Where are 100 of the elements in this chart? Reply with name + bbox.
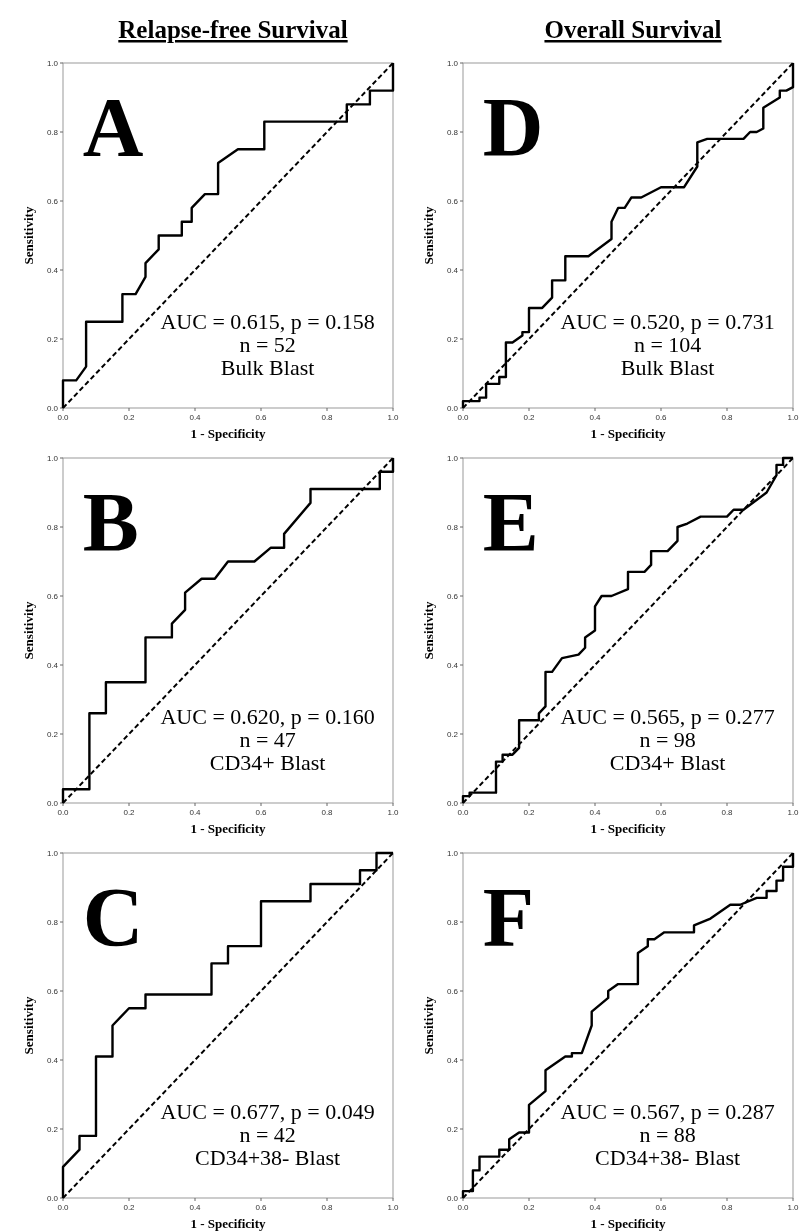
annotation: AUC = 0.567, p = 0.287 [560, 1098, 775, 1124]
chart-title: Relapse-free Survival [118, 16, 348, 43]
x-tick-label: 0.0 [457, 808, 470, 817]
y-tick-label: 0.6 [446, 592, 459, 601]
annotation: Bulk Blast [220, 354, 315, 380]
y-tick-label: 0.6 [446, 197, 459, 206]
y-tick-label: 0.6 [46, 987, 59, 996]
annotation: C [82, 871, 144, 965]
y-tick-label: 0.2 [446, 1125, 459, 1134]
y-axis-title: Sensitivity [421, 996, 436, 1055]
x-tick-label: 0.4 [589, 808, 602, 817]
annotation: F [482, 871, 535, 965]
x-axis-title: 1 - Specificity [190, 1216, 267, 1231]
x-tick-label: 0.4 [189, 1203, 202, 1212]
x-tick-label: 0.2 [523, 808, 536, 817]
x-tick-label: 1.0 [787, 413, 800, 422]
x-tick-label: 1.0 [387, 413, 400, 422]
y-tick-label: 0.2 [46, 335, 59, 344]
annotation: AUC = 0.565, p = 0.277 [560, 703, 775, 729]
x-axis-title: 1 - Specificity [590, 821, 667, 836]
x-axis-title: 1 - Specificity [190, 426, 267, 441]
x-tick-label: 0.8 [721, 413, 734, 422]
y-tick-label: 0.8 [46, 128, 59, 137]
x-tick-label: 0.2 [123, 808, 136, 817]
y-tick-label: 0.8 [46, 523, 59, 532]
x-tick-label: 1.0 [387, 1203, 400, 1212]
y-tick-label: 1.0 [46, 454, 59, 463]
y-tick-label: 0.4 [46, 1056, 59, 1065]
x-tick-label: 0.8 [321, 808, 334, 817]
x-tick-label: 0.8 [321, 413, 334, 422]
y-tick-label: 0.0 [46, 404, 59, 413]
x-axis-title: 1 - Specificity [190, 821, 267, 836]
y-tick-label: 0.4 [446, 266, 459, 275]
x-tick-label: 0.4 [589, 413, 602, 422]
x-tick-label: 0.0 [457, 1203, 470, 1212]
y-tick-label: 0.2 [446, 730, 459, 739]
x-tick-label: 0.0 [57, 1203, 70, 1212]
y-tick-label: 1.0 [446, 849, 459, 858]
annotation: CD34+38- Blast [595, 1144, 741, 1170]
x-tick-label: 0.8 [721, 808, 734, 817]
y-tick-label: 0.2 [446, 335, 459, 344]
y-tick-label: 1.0 [46, 849, 59, 858]
x-tick-label: 0.6 [655, 808, 668, 817]
x-tick-label: 1.0 [387, 808, 400, 817]
y-tick-label: 0.8 [446, 128, 459, 137]
y-tick-label: 1.0 [446, 59, 459, 68]
y-axis-title: Sensitivity [21, 206, 36, 265]
x-tick-label: 0.0 [57, 808, 70, 817]
x-tick-label: 0.2 [123, 413, 136, 422]
y-tick-label: 0.6 [446, 987, 459, 996]
y-tick-label: 0.0 [446, 1194, 459, 1203]
y-axis-title: Sensitivity [21, 996, 36, 1055]
annotation: CD34+ Blast [609, 749, 726, 775]
y-tick-label: 0.4 [46, 661, 59, 670]
y-tick-label: 0.8 [446, 918, 459, 927]
y-tick-label: 0.0 [46, 1194, 59, 1203]
x-tick-label: 0.6 [255, 413, 268, 422]
y-tick-label: 1.0 [446, 454, 459, 463]
y-tick-label: 1.0 [46, 59, 59, 68]
x-tick-label: 0.8 [321, 1203, 334, 1212]
x-tick-label: 0.4 [189, 808, 202, 817]
y-tick-label: 0.0 [446, 799, 459, 808]
y-tick-label: 0.6 [46, 197, 59, 206]
x-tick-label: 0.8 [721, 1203, 734, 1212]
x-tick-label: 0.6 [655, 1203, 668, 1212]
x-axis-title: 1 - Specificity [590, 426, 667, 441]
y-tick-label: 0.0 [446, 404, 459, 413]
y-tick-label: 0.2 [46, 730, 59, 739]
y-tick-label: 0.6 [46, 592, 59, 601]
x-tick-label: 0.2 [123, 1203, 136, 1212]
y-tick-label: 0.8 [46, 918, 59, 927]
annotation: AUC = 0.620, p = 0.160 [160, 703, 375, 729]
annotation: CD34+ Blast [209, 749, 326, 775]
x-axis-title: 1 - Specificity [590, 1216, 667, 1231]
annotation: AUC = 0.677, p = 0.049 [160, 1098, 375, 1124]
x-tick-label: 0.0 [57, 413, 70, 422]
x-tick-label: 0.6 [255, 1203, 268, 1212]
x-tick-label: 0.0 [457, 413, 470, 422]
annotation: A [82, 81, 144, 175]
x-tick-label: 0.4 [189, 413, 202, 422]
y-tick-label: 0.4 [46, 266, 59, 275]
annotation: CD34+38- Blast [195, 1144, 341, 1170]
annotation: D [482, 81, 544, 175]
y-tick-label: 0.4 [446, 661, 459, 670]
x-tick-label: 0.6 [255, 808, 268, 817]
y-tick-label: 0.2 [46, 1125, 59, 1134]
x-tick-label: 0.6 [655, 413, 668, 422]
x-tick-label: 1.0 [787, 1203, 800, 1212]
y-axis-title: Sensitivity [21, 601, 36, 660]
x-tick-label: 1.0 [787, 808, 800, 817]
y-axis-title: Sensitivity [421, 206, 436, 265]
x-tick-label: 0.2 [523, 1203, 536, 1212]
y-tick-label: 0.0 [46, 799, 59, 808]
annotation: B [82, 476, 139, 570]
y-tick-label: 0.8 [446, 523, 459, 532]
x-tick-label: 0.2 [523, 413, 536, 422]
annotation: Bulk Blast [620, 354, 715, 380]
y-axis-title: Sensitivity [421, 601, 436, 660]
y-tick-label: 0.4 [446, 1056, 459, 1065]
annotation: AUC = 0.615, p = 0.158 [160, 308, 375, 334]
